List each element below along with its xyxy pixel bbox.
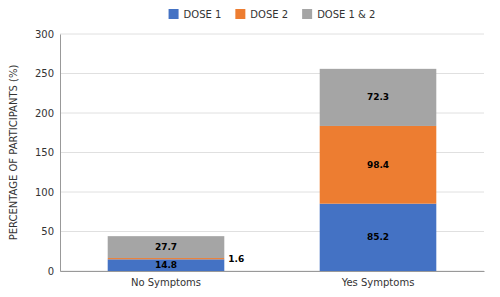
legend-item: DOSE 2 [235,9,288,20]
legend-swatch [169,9,179,19]
data-label: 14.8 [155,260,177,270]
y-tick: 300 [35,29,60,40]
x-tick-label: Yes Symptoms [341,277,415,288]
y-tick-label: 50 [41,226,54,237]
data-label: 1.6 [228,254,244,264]
legend-label: DOSE 1 [184,9,222,20]
y-tick: 150 [35,147,60,158]
bar [108,259,225,271]
y-tick-label: 200 [35,108,54,119]
y-axis-line [60,35,61,272]
bar [320,204,437,271]
bars [108,69,437,271]
data-label: 27.7 [155,242,177,252]
y-axis-title: PERCENTAGE OF PARTICIPANTS (%) [8,65,19,241]
legend-swatch [302,9,312,19]
data-labels: 14.8 85.2 1.6 98.4 27.7 72.3 [155,92,389,270]
plot-area: 0 50 100 150 200 250 300 No Symptoms Yes Symptom… [35,29,485,288]
y-tick: 200 [35,108,60,119]
grid-line [60,34,484,35]
legend-label: DOSE 1 & 2 [317,9,375,20]
y-tick-label: 250 [35,68,54,79]
grid [60,34,484,271]
chart-svg: 0 50 100 150 200 250 300 No Symptoms Yes Symptom… [0,0,500,297]
data-label: 72.3 [367,92,389,102]
bar [320,69,437,126]
legend-label: DOSE 2 [250,9,288,20]
x-tick-label: No Symptoms [131,277,201,288]
y-tick: 0 [48,266,60,277]
y-tick: 50 [41,226,60,237]
y-tick-label: 0 [48,266,54,277]
x-axis: No Symptoms Yes Symptoms [61,272,485,289]
bar [108,258,225,259]
y-axis: 0 50 100 150 200 250 300 [35,29,61,277]
bar [320,126,437,204]
x-tick: Yes Symptoms [341,277,415,288]
x-axis-line [61,271,485,272]
y-tick: 100 [35,187,60,198]
data-label: 98.4 [367,160,389,170]
y-tick-label: 100 [35,187,54,198]
chart-container: 0 50 100 150 200 250 300 No Symptoms Yes Symptom… [0,0,500,297]
legend: DOSE 1 DOSE 2 DOSE 1 & 2 [169,9,376,20]
bar [108,236,225,258]
legend-item: DOSE 1 & 2 [302,9,375,20]
data-label: 85.2 [367,232,389,242]
y-tick-label: 150 [35,147,54,158]
legend-swatch [235,9,245,19]
y-tick: 250 [35,68,60,79]
x-tick: No Symptoms [131,277,201,288]
legend-item: DOSE 1 [169,9,222,20]
y-tick-label: 300 [35,29,54,40]
